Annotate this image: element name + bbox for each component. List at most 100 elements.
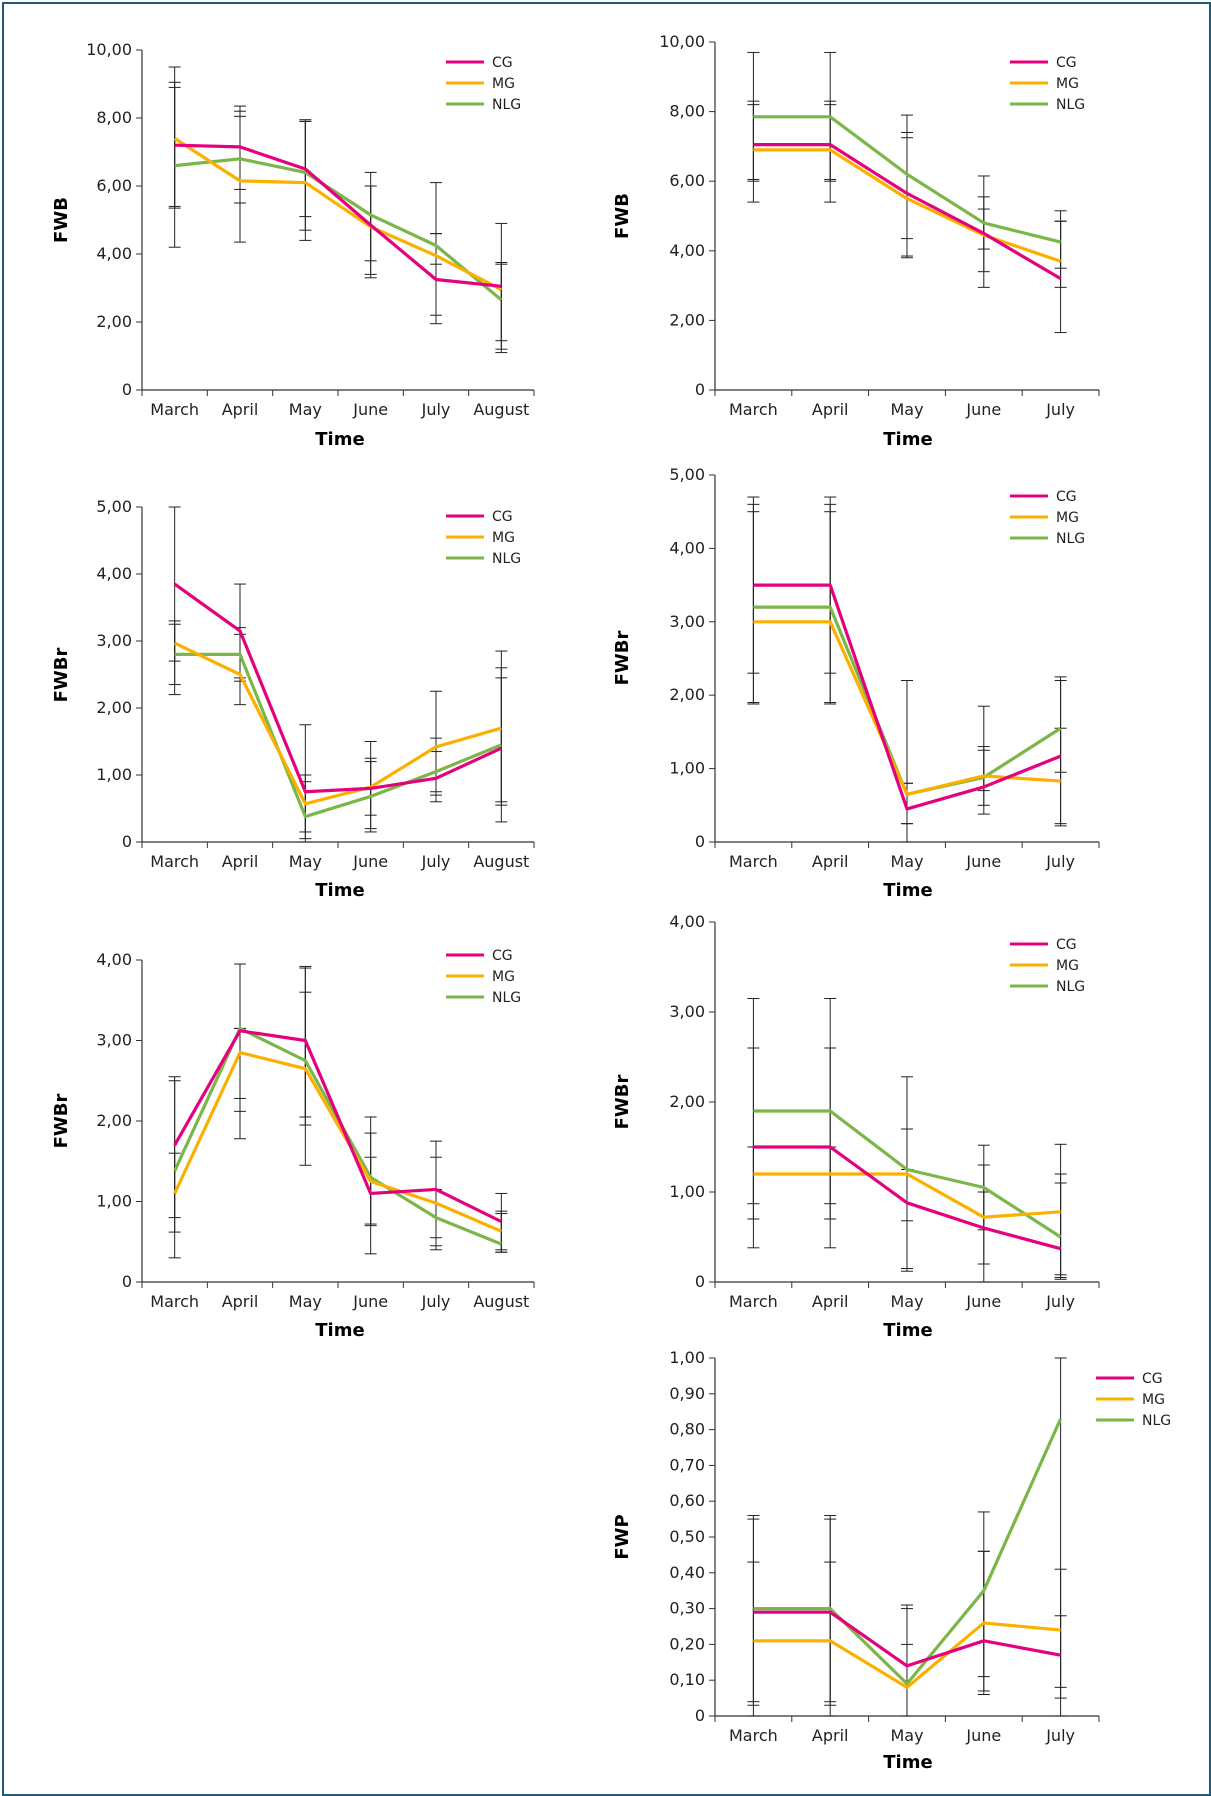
x-tick-label: April: [222, 1292, 259, 1311]
y-tick-label: 0: [122, 380, 132, 399]
x-tick-label: April: [222, 400, 259, 419]
legend-label: CG: [492, 55, 513, 71]
legend-label: CG: [1056, 937, 1077, 953]
x-tick-label: June: [352, 852, 388, 871]
x-tick-label: July: [421, 852, 451, 871]
y-tick-label: 1,00: [669, 1182, 705, 1201]
legend-label: CG: [1056, 489, 1077, 505]
y-tick-label: 0,20: [669, 1634, 705, 1653]
y-axis-title: FWBr: [612, 631, 633, 686]
x-tick-label: May: [890, 852, 923, 871]
series-line-mg: [753, 148, 1062, 263]
y-axis-title: FWB: [612, 193, 633, 239]
y-tick-label: 4,00: [96, 244, 132, 263]
series-line-nlg: [753, 115, 1061, 244]
x-tick-label: May: [890, 400, 923, 419]
y-tick-label: 1,00: [96, 765, 132, 784]
x-tick-label: June: [352, 1292, 388, 1311]
y-tick-label: 4,00: [669, 241, 705, 260]
legend: CG MG NLG: [446, 509, 521, 567]
x-tick-label: April: [812, 1292, 849, 1311]
series-line-mg: [173, 137, 503, 292]
x-tick-label: August: [473, 852, 529, 871]
y-tick-label: 0: [695, 1706, 705, 1725]
x-tick-label: March: [150, 852, 199, 871]
y-tick-label: 5,00: [96, 497, 132, 516]
legend-label: MG: [492, 969, 515, 985]
legend: CG MG NLG: [1010, 55, 1085, 113]
y-tick-label: 0,70: [669, 1455, 705, 1474]
y-tick-label: 6,00: [96, 176, 132, 195]
y-axis-title: FWB: [51, 197, 72, 243]
legend-label: NLG: [1056, 97, 1085, 113]
x-axis-title: Time: [315, 429, 364, 450]
legend-label: CG: [492, 948, 513, 964]
legend-label: NLG: [1056, 979, 1085, 995]
x-tick-label: March: [729, 852, 778, 871]
series-line-cg: [173, 582, 503, 794]
x-tick-label: April: [812, 852, 849, 871]
x-tick-label: May: [289, 1292, 322, 1311]
x-tick-label: April: [812, 1726, 849, 1745]
y-tick-label: 1,00: [669, 1348, 705, 1367]
chart-5: 0 1,00 2,00 3,00 4,00 March April May June July Au…: [51, 948, 535, 1341]
x-tick-label: July: [1045, 1726, 1075, 1745]
series-line-cg: [753, 1610, 1061, 1668]
legend-label: CG: [492, 509, 513, 525]
y-tick-label: 8,00: [669, 102, 705, 121]
legend: CG MG NLG: [446, 948, 521, 1006]
series-line-mg: [753, 1172, 1061, 1219]
chart-3: 0 1,00 2,00 3,00 4,00 5,00 March April May June Ju…: [51, 497, 535, 901]
chart-2: 0 2,00 4,00 6,00 8,00 10,00 March April May June J…: [612, 32, 1100, 450]
legend-label: NLG: [1142, 1413, 1171, 1429]
x-tick-label: July: [1045, 852, 1075, 871]
y-tick-label: 2,00: [96, 698, 132, 717]
series-line-cg: [753, 1145, 1062, 1251]
y-tick-label: 8,00: [96, 108, 132, 127]
y-axis-title: FWBr: [51, 648, 72, 703]
y-tick-label: 0,90: [669, 1384, 705, 1403]
y-tick-label: 0,60: [669, 1491, 705, 1510]
x-tick-label: June: [352, 400, 388, 419]
y-tick-label: 0,50: [669, 1527, 705, 1546]
y-tick-label: 4,00: [669, 538, 705, 557]
x-tick-label: May: [289, 400, 322, 419]
legend-label: MG: [1142, 1392, 1165, 1408]
y-tick-label: 2,00: [96, 1111, 132, 1130]
x-axis-title: Time: [883, 1320, 932, 1341]
y-tick-label: 2,00: [669, 685, 705, 704]
x-axis-title: Time: [883, 429, 932, 450]
x-tick-label: April: [812, 400, 849, 419]
x-tick-label: June: [965, 1726, 1001, 1745]
series-line-mg: [173, 1050, 502, 1233]
y-tick-label: 4,00: [669, 912, 705, 931]
chart-4: 0 1,00 2,00 3,00 4,00 5,00 March April May June Ju…: [612, 465, 1100, 901]
y-tick-label: 1,00: [96, 1192, 132, 1211]
y-tick-label: 2,00: [669, 1092, 705, 1111]
y-axis-title: FWBr: [612, 1075, 633, 1130]
chart-6: 0 1,00 2,00 3,00 4,00 March April May June July FW…: [612, 912, 1100, 1341]
legend-label: NLG: [1056, 531, 1085, 547]
x-tick-label: March: [729, 1726, 778, 1745]
y-axis-title: FWBr: [51, 1094, 72, 1149]
legend-label: NLG: [492, 990, 521, 1006]
y-tick-label: 2,00: [96, 312, 132, 331]
legend-label: MG: [492, 530, 515, 546]
x-tick-label: April: [222, 852, 259, 871]
series-line-nlg: [174, 652, 502, 819]
series-line-cg: [753, 583, 1062, 811]
series-line-nlg: [174, 157, 503, 302]
y-tick-label: 4,00: [96, 950, 132, 969]
legend: CG MG NLG: [1010, 937, 1085, 995]
y-tick-label: 4,00: [96, 564, 132, 583]
series-line-mg: [173, 641, 502, 806]
x-tick-label: July: [1045, 1292, 1075, 1311]
x-tick-label: May: [890, 1292, 923, 1311]
legend: CG MG NLG: [446, 55, 521, 113]
x-tick-label: March: [729, 400, 778, 419]
series-line-nlg: [753, 1109, 1062, 1239]
chart-7: 0 0,10 0,20 0,30 0,40 0,50 0,60 0,70 0,80 0,90 1,0…: [612, 1348, 1171, 1773]
chart-1: 0 2,00 4,00 6,00 8,00 10,00 March April May June J…: [51, 40, 535, 450]
y-tick-label: 3,00: [96, 1031, 132, 1050]
y-tick-label: 6,00: [669, 171, 705, 190]
